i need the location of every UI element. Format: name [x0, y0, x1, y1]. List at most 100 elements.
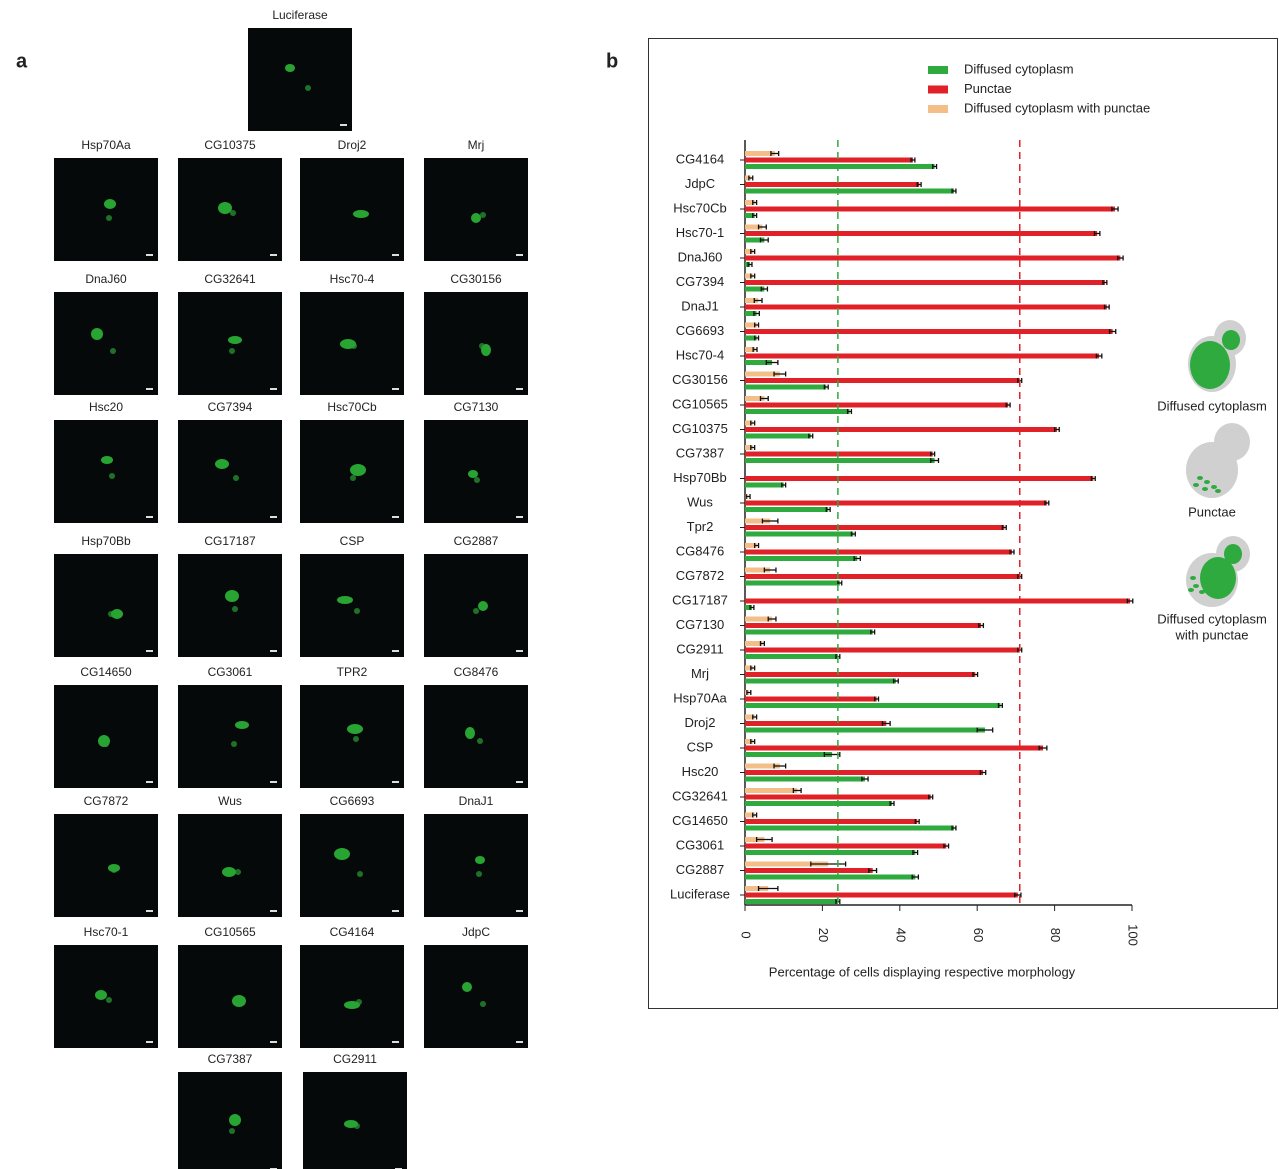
image-title: CG7130 [454, 400, 499, 414]
scale-bar [270, 516, 277, 518]
cell-signal [476, 871, 482, 877]
scale-bar [146, 516, 153, 518]
bar [745, 788, 797, 793]
x-tick-label: 0 [739, 931, 754, 938]
bar [745, 672, 975, 677]
micrograph [178, 292, 282, 395]
image-title: CG7394 [208, 400, 253, 414]
cell-signal [215, 459, 229, 469]
bar [745, 581, 840, 586]
cell-signal [285, 64, 295, 72]
bar [745, 434, 811, 439]
y-tick-label: CG2887 [676, 862, 724, 877]
legend-swatch [928, 66, 948, 74]
scale-bar [392, 1041, 399, 1043]
bar [745, 280, 1105, 285]
cell-signal [350, 464, 366, 476]
scale-bar [392, 516, 399, 518]
cell-signal [465, 727, 475, 739]
micrograph [178, 945, 282, 1048]
punctum [1211, 485, 1217, 489]
image-title: Mrj [468, 138, 485, 152]
image-title: CG14650 [80, 665, 132, 679]
scale-bar [146, 388, 153, 390]
image-title: Hsp70Bb [81, 534, 131, 548]
cell-signal [479, 343, 485, 349]
scale-bar [516, 1041, 523, 1043]
image-title: CG6693 [330, 794, 375, 808]
scale-bar [516, 781, 523, 783]
micrograph [300, 554, 404, 657]
bar [745, 483, 784, 488]
micrograph [424, 945, 528, 1048]
bar [745, 623, 981, 628]
bar [745, 648, 1020, 653]
y-tick-label: DnaJ60 [678, 249, 723, 264]
micrograph [424, 292, 528, 395]
cell-signal [474, 477, 480, 483]
y-tick-label: DnaJ1 [681, 298, 719, 313]
y-tick-label: Luciferase [670, 886, 730, 901]
y-tick-label: CG7872 [676, 568, 724, 583]
punctum [1197, 476, 1203, 480]
cell-signal [334, 848, 350, 860]
y-tick-label: Hsp70Bb [673, 470, 726, 485]
image-title: CG10565 [204, 925, 256, 939]
scale-bar [146, 650, 153, 652]
bar [745, 164, 935, 169]
image-title: CG3061 [208, 665, 253, 679]
image-title: CG8476 [454, 665, 499, 679]
scale-bar [516, 650, 523, 652]
cell-signal [108, 611, 114, 617]
image-title: CG32641 [204, 272, 256, 286]
cell-signal [106, 997, 112, 1003]
punctum [1190, 576, 1196, 580]
bar [745, 868, 873, 873]
y-tick-label: Tpr2 [687, 519, 714, 534]
bar [745, 476, 1093, 481]
image-title: CG10375 [204, 138, 256, 152]
cell-signal [231, 741, 237, 747]
cell-signal [468, 470, 478, 478]
bar [745, 875, 915, 880]
bar [745, 721, 886, 726]
punctum [1193, 483, 1199, 487]
cell-signal [225, 590, 239, 602]
y-tick-label: CG4164 [676, 151, 724, 166]
micrograph [424, 158, 528, 261]
y-tick-label: CG14650 [672, 813, 728, 828]
scale-bar [340, 124, 347, 126]
scale-bar [270, 254, 277, 256]
bar [745, 189, 954, 194]
scale-bar [392, 781, 399, 783]
cell-signal [350, 475, 356, 481]
cell-signal [229, 1114, 241, 1126]
bar [745, 777, 865, 782]
cell-signal [222, 867, 236, 877]
legend-swatch [928, 105, 948, 113]
schematic-label: Punctae [1188, 504, 1236, 519]
y-tick-label: Hsc20 [682, 764, 719, 779]
scale-bar [146, 910, 153, 912]
image-title: CG17187 [204, 534, 256, 548]
image-title: Hsc20 [89, 400, 123, 414]
cell-signal [229, 348, 235, 354]
bar [745, 458, 935, 463]
schematic-label: Diffused cytoplasm [1157, 611, 1267, 626]
bar [745, 899, 838, 904]
cell-signal [473, 608, 479, 614]
micrograph [54, 420, 158, 523]
cell-signal [110, 348, 116, 354]
cell-signal [91, 328, 103, 340]
y-tick-label: Hsp70Aa [673, 690, 727, 705]
bar [745, 158, 913, 163]
scale-bar [146, 781, 153, 783]
image-title: DnaJ1 [459, 794, 494, 808]
bar [745, 550, 1012, 555]
cell-fill [1222, 330, 1240, 350]
cell-signal [462, 982, 472, 992]
scale-bar [270, 910, 277, 912]
legend-label: Diffused cytoplasm with punctae [964, 100, 1150, 115]
micrograph [54, 814, 158, 917]
bar [745, 679, 896, 684]
